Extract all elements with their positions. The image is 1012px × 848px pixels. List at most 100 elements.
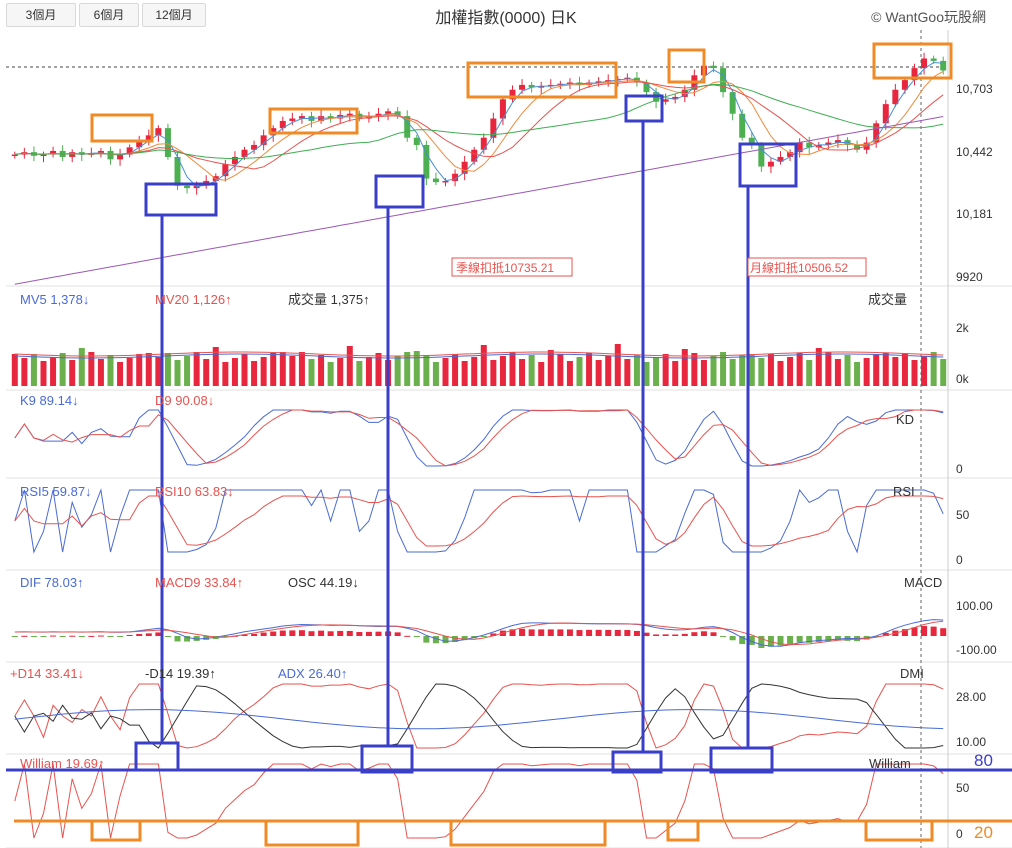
- macd-osc-bar: [78, 636, 85, 637]
- legend-mv20: MV20 1,126↑: [155, 292, 232, 307]
- orange-price-box-0: [90, 113, 154, 143]
- volume-bar: [892, 357, 899, 386]
- candle-body: [40, 154, 47, 157]
- macd-osc-bar: [442, 636, 449, 644]
- candle-body: [748, 137, 755, 145]
- macd-osc-bar: [222, 636, 229, 637]
- candle-body: [164, 128, 171, 157]
- macd-osc-bar: [270, 631, 277, 636]
- volume-bar: [882, 353, 889, 386]
- legend-volume: 成交量 1,375↑: [288, 292, 370, 307]
- volume-bar: [720, 352, 727, 386]
- legend-rsi10: RSI10 63.83↓: [155, 484, 234, 499]
- volume-bar: [490, 360, 497, 386]
- volume-bar: [59, 353, 66, 386]
- orange-price-box-4: [872, 42, 953, 80]
- kd-k-line: [14, 409, 944, 467]
- period-3m-button[interactable]: 3個月: [6, 3, 76, 27]
- orange-william-box-4: [864, 819, 934, 842]
- volume-bar: [260, 357, 267, 386]
- macd-osc-bar: [672, 634, 679, 636]
- volume-bar: [423, 355, 430, 386]
- candle-body: [385, 111, 392, 114]
- ma-line-2: [14, 81, 944, 170]
- candle-body: [854, 144, 861, 150]
- macd-osc-bar: [566, 629, 573, 636]
- candle-body: [767, 161, 774, 167]
- line-20-label: 20: [974, 823, 993, 842]
- volume-bar: [681, 349, 688, 386]
- orange-price-box-2: [466, 61, 618, 99]
- legend-mv5: MV5 1,378↓: [20, 292, 89, 307]
- volume-bar: [863, 358, 870, 386]
- macd-signal-line: [14, 620, 944, 646]
- macd-osc-bar: [155, 632, 162, 636]
- candle-body: [882, 104, 889, 124]
- candle-body: [787, 152, 794, 157]
- macd-osc-bar: [547, 629, 554, 636]
- william-tick-0: 0: [956, 827, 963, 841]
- volume-bar: [452, 354, 459, 386]
- macd-osc-bar: [337, 630, 344, 636]
- volume-bar: [796, 353, 803, 386]
- blue-william-box-1: [360, 744, 414, 774]
- candle-body: [672, 96, 679, 100]
- macd-osc-bar: [633, 630, 640, 636]
- candle-body: [11, 154, 18, 157]
- macd-osc-bar: [806, 636, 813, 643]
- volume-bar: [318, 355, 325, 386]
- volume-bar: [729, 359, 736, 386]
- macd-osc-bar: [624, 629, 631, 636]
- macd-osc-bar: [164, 636, 171, 638]
- candle-body: [279, 120, 286, 129]
- period-12m-button[interactable]: 12個月: [142, 3, 206, 27]
- volume-bar: [203, 359, 210, 386]
- volume-bar: [145, 353, 152, 386]
- legend-plus-d14: +D14 33.41↓: [10, 666, 84, 681]
- orange-william-box-1: [264, 819, 360, 847]
- volume-bar: [624, 359, 631, 386]
- kd-d-line: [14, 409, 944, 467]
- volume-bar: [605, 356, 612, 386]
- copyright-label: © WantGoo玩股網: [871, 9, 986, 25]
- macd-osc-bar: [576, 630, 583, 636]
- volume-bars-group: [11, 344, 947, 386]
- candle-body: [327, 116, 334, 119]
- period-6m-button[interactable]: 6個月: [79, 3, 139, 27]
- volume-bar: [700, 360, 707, 386]
- macd-osc-bar: [509, 629, 516, 636]
- macd-osc-bar: [825, 636, 832, 642]
- volume-bar: [346, 346, 353, 386]
- candle-body: [289, 118, 296, 121]
- annotation-overlay: [6, 42, 1012, 847]
- macd-osc-bar: [681, 633, 688, 636]
- candle-body: [184, 185, 191, 189]
- candle-body: [777, 156, 784, 162]
- candle-body: [940, 60, 947, 71]
- candle-body: [538, 86, 545, 88]
- volume-bar: [834, 359, 841, 386]
- volume-bar: [117, 362, 124, 386]
- volume-bar: [901, 353, 908, 386]
- volume-bar: [404, 352, 411, 386]
- volume-bar: [126, 358, 133, 386]
- indicator-lines-group: [11, 409, 947, 839]
- macd-osc-bar: [739, 636, 746, 645]
- macd-osc-bar: [653, 634, 660, 636]
- volume-bar: [337, 358, 344, 386]
- macd-osc-bar: [720, 636, 727, 637]
- legend-osc: OSC 44.19↓: [288, 575, 359, 590]
- volume-bar: [241, 354, 248, 386]
- dmi-adx-line: [14, 709, 944, 730]
- orange-william-box-0: [90, 819, 142, 842]
- volume-bar: [289, 356, 296, 386]
- volume-bar: [566, 361, 573, 386]
- volume-panel-label: 成交量: [868, 292, 907, 307]
- volume-bar: [576, 357, 583, 386]
- william-tick-50: 50: [956, 781, 970, 795]
- volume-tick-0k: 0k: [956, 372, 970, 386]
- candle-body: [461, 161, 468, 174]
- volume-bar: [155, 357, 162, 386]
- macd-osc-bar: [413, 636, 420, 638]
- candle-body: [318, 116, 325, 121]
